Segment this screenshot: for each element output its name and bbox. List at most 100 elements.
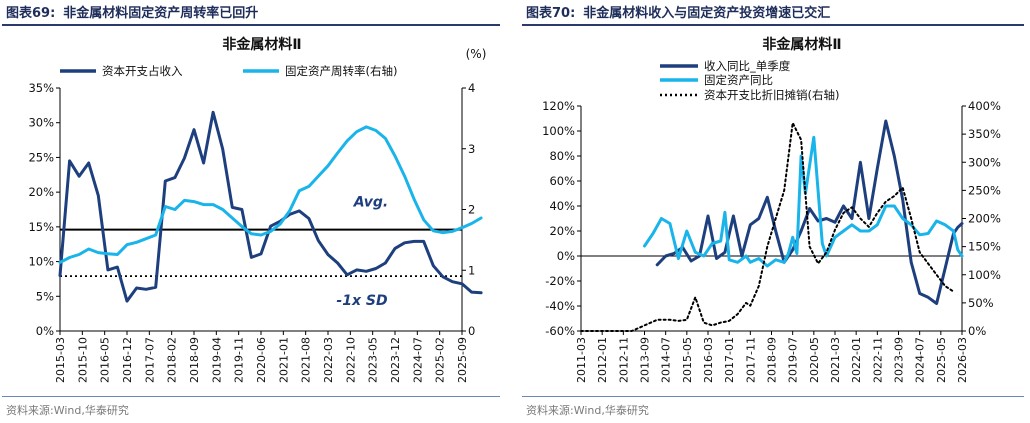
figure-header: 图表69: 非金属材料固定资产周转率已回升	[6, 2, 258, 24]
right-figure-panel: 图表70: 非金属材料收入与固定资产投资增速已交汇 非金属材料Ⅱ -60% -40% -…	[520, 0, 1030, 423]
x-tick-label: 2022-01	[850, 337, 863, 383]
y-right-tick-label: 0%	[968, 324, 986, 338]
footer-rule	[2, 396, 500, 397]
legend-label-capex-to-da: 资本开支比折旧摊销(右轴)	[704, 88, 839, 102]
x-tick-label: 2022-03	[322, 337, 335, 383]
header-rule	[2, 24, 500, 26]
x-tick-label: 2014-07	[660, 337, 673, 383]
x-tick-label: 2024-07	[914, 337, 927, 383]
source-note: 资料来源:Wind,华泰研究	[526, 404, 649, 417]
chart-title: 非金属材料Ⅱ	[222, 36, 301, 53]
x-tick-label: 2015-10	[76, 337, 89, 383]
y-left-tick-label: 30%	[28, 116, 54, 130]
legend-label-revenue-yoy: 收入同比_单季度	[704, 59, 791, 73]
y-left-tick-label: 60%	[549, 174, 575, 188]
series-line-fixed-asset-yoy	[643, 135, 964, 268]
x-tick-label: 2020-06	[255, 337, 268, 383]
y-left-tick-label: 10%	[28, 255, 54, 269]
x-tick-label: 2022-10	[344, 337, 357, 383]
footer-rule	[522, 396, 1024, 397]
y-left-tick-label: 120%	[542, 99, 575, 113]
x-tick-label: 2017-11	[744, 337, 757, 383]
series-line-capex-to-revenue	[58, 110, 483, 303]
x-tick-label: 2023-09	[893, 337, 906, 383]
y-right-tick-label: 200%	[968, 212, 1001, 226]
x-tick-label: 2025-09	[456, 337, 469, 383]
y-right-tick-label: 1	[468, 263, 475, 277]
y-left-tick-label: -40%	[545, 299, 575, 313]
header-rule	[522, 24, 1024, 26]
x-tick-label: 2025-05	[935, 337, 948, 383]
y-right-tick-label: 400%	[968, 99, 1001, 113]
y-right-tick-label: 50%	[968, 296, 994, 310]
y2-unit-label: (%)	[466, 47, 487, 61]
x-tick-label: 2013-09	[639, 337, 652, 383]
y-right-tick-label: 250%	[968, 183, 1001, 197]
legend-label-capex-to-revenue: 资本开支占收入	[102, 64, 183, 78]
figure-header: 图表70: 非金属材料收入与固定资产投资增速已交汇	[526, 2, 830, 24]
y-right-tick-label: 3	[468, 142, 475, 156]
y-left-tick-label: -60%	[545, 324, 575, 338]
figure-number: 图表69:	[6, 6, 56, 21]
x-tick-label: 2024-07	[411, 337, 424, 383]
x-tick-label: 2015-05	[681, 337, 694, 383]
left-chart-svg: 非金属材料Ⅱ 0% 5% 10% 15% 20% 25% 30% 35% 0 1 2 3 4 2015-03…	[28, 36, 487, 383]
y-left-tick-label: 35%	[28, 81, 54, 95]
x-tick-label: 2017-07	[143, 337, 156, 383]
y-right-tick-label: 0	[468, 324, 475, 338]
right-chart-svg: 非金属材料Ⅱ -60% -40% -20% 0% 20% 40% 60% 80% 100% 120%…	[542, 36, 1001, 383]
x-tick-label: 2017-01	[723, 337, 736, 383]
y-right-tick-label: 2	[468, 203, 475, 217]
figure-caption: 非金属材料收入与固定资产投资增速已交汇	[583, 6, 831, 21]
x-tick-label: 2023-12	[389, 337, 402, 383]
y-left-tick-label: -20%	[545, 274, 575, 288]
y-right-tick-label: 350%	[968, 127, 1001, 141]
x-tick-label: 2016-12	[121, 337, 134, 383]
x-tick-label: 2018-09	[766, 337, 779, 383]
y-left-tick-label: 20%	[549, 224, 575, 238]
x-tick-label: 2019-07	[787, 337, 800, 383]
legend-label-fixed-asset-yoy: 固定资产同比	[704, 73, 773, 87]
x-tick-label: 2023-05	[367, 337, 380, 383]
y-left-tick-label: 15%	[28, 220, 54, 234]
x-tick-label: 2020-05	[808, 337, 821, 383]
x-tick-label: 2026-03	[956, 337, 969, 383]
x-tick-label: 2012-11	[617, 337, 630, 383]
x-tick-label: 2021-03	[829, 337, 842, 383]
chart-title: 非金属材料Ⅱ	[762, 36, 841, 53]
annotation-label: -1x SD	[336, 293, 387, 309]
y-left-tick-label: 80%	[549, 149, 575, 163]
x-tick-label: 2016-03	[702, 337, 715, 383]
x-tick-label: 2012-01	[596, 337, 609, 383]
y-right-tick-label: 4	[468, 81, 475, 95]
x-tick-label: 2021-01	[277, 337, 290, 383]
x-tick-label: 2019-11	[233, 337, 246, 383]
y-left-tick-label: 0%	[557, 249, 575, 263]
series-line-revenue-yoy	[655, 119, 964, 305]
annotation-label: Avg.	[353, 195, 389, 211]
series-line-capex-to-da	[580, 121, 955, 332]
legend-label-fixed-asset-turnover: 固定资产周转率(右轴)	[285, 64, 397, 78]
x-tick-label: 2018-02	[166, 337, 179, 383]
x-tick-label: 2022-11	[871, 337, 884, 383]
x-tick-label: 2025-02	[434, 337, 447, 383]
y-left-tick-label: 5%	[36, 289, 54, 303]
y-left-tick-label: 20%	[28, 185, 54, 199]
y-left-tick-label: 100%	[542, 124, 575, 138]
x-tick-label: 2015-03	[54, 337, 67, 383]
x-tick-label: 2016-05	[99, 337, 112, 383]
source-note: 资料来源:Wind,华泰研究	[6, 404, 129, 417]
y-right-tick-label: 150%	[968, 240, 1001, 254]
series-line-fixed-asset-turnover	[58, 125, 483, 264]
figure-number: 图表70:	[526, 6, 576, 21]
y-left-tick-label: 25%	[28, 150, 54, 164]
y-right-tick-label: 100%	[968, 268, 1001, 282]
left-figure-panel: 图表69: 非金属材料固定资产周转率已回升 非金属材料Ⅱ 0% 5% 10% 15% 20%…	[0, 0, 510, 423]
y-left-tick-label: 0%	[36, 324, 54, 338]
y-left-tick-label: 40%	[549, 199, 575, 213]
y-right-tick-label: 300%	[968, 155, 1001, 169]
x-tick-label: 2019-04	[210, 337, 223, 383]
x-tick-label: 2011-03	[575, 337, 588, 383]
x-tick-label: 2021-08	[300, 337, 313, 383]
figure-caption: 非金属材料固定资产周转率已回升	[63, 6, 259, 21]
